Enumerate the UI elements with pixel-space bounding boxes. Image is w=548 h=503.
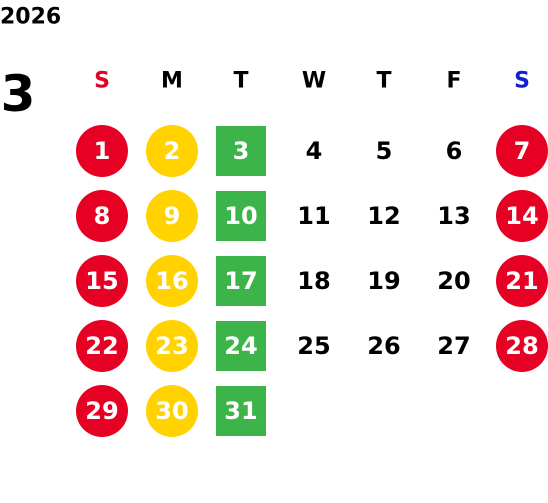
day-number: 25: [297, 332, 330, 360]
day-square: [216, 321, 266, 371]
day-circle: [496, 190, 548, 242]
day-square: [216, 386, 266, 436]
day-square: [216, 256, 266, 306]
day-number: 4: [306, 137, 323, 165]
weekday-label: T: [376, 69, 391, 94]
day-circle: [496, 255, 548, 307]
day-number: 29: [85, 397, 118, 425]
day-circle: [76, 190, 128, 242]
day-circle: [76, 320, 128, 372]
day-square: [216, 191, 266, 241]
month: 3: [1, 65, 36, 123]
day-number: 2: [164, 137, 181, 165]
day-number: 31: [224, 397, 257, 425]
day-number: 18: [297, 267, 330, 295]
day-number: 14: [505, 202, 538, 230]
day-number: 9: [164, 202, 181, 230]
weekday-label: S: [514, 69, 530, 94]
day-number: 12: [367, 202, 400, 230]
weekday-label: S: [94, 69, 110, 94]
day-number: 17: [224, 267, 257, 295]
day-circle: [146, 190, 198, 242]
day-circle: [496, 320, 548, 372]
day-number: 11: [297, 202, 330, 230]
day-circle: [76, 255, 128, 307]
day-circle: [146, 255, 198, 307]
day-circle: [76, 125, 128, 177]
day-square: [216, 126, 266, 176]
day-number: 1: [94, 137, 111, 165]
day-number: 13: [437, 202, 470, 230]
day-circle: [146, 320, 198, 372]
day-number: 28: [505, 332, 538, 360]
weekday-label: F: [446, 69, 461, 94]
day-number: 26: [367, 332, 400, 360]
day-number: 19: [367, 267, 400, 295]
day-number: 22: [85, 332, 118, 360]
day-number: 7: [514, 137, 531, 165]
day-number: 27: [437, 332, 470, 360]
day-number: 8: [94, 202, 111, 230]
year: 2026: [0, 5, 61, 30]
weekday-label: W: [302, 69, 326, 94]
day-circle: [496, 125, 548, 177]
day-number: 21: [505, 267, 538, 295]
day-circle: [146, 125, 198, 177]
day-circle: [76, 385, 128, 437]
day-number: 30: [155, 397, 188, 425]
day-number: 15: [85, 267, 118, 295]
day-number: 20: [437, 267, 470, 295]
weekday-label: T: [233, 69, 248, 94]
day-number: 24: [224, 332, 257, 360]
day-number: 6: [446, 137, 463, 165]
weekday-label: M: [161, 69, 183, 94]
day-number: 3: [233, 137, 250, 165]
day-number: 5: [376, 137, 393, 165]
day-number: 10: [224, 202, 257, 230]
day-number: 16: [155, 267, 188, 295]
day-number: 23: [155, 332, 188, 360]
day-circle: [146, 385, 198, 437]
